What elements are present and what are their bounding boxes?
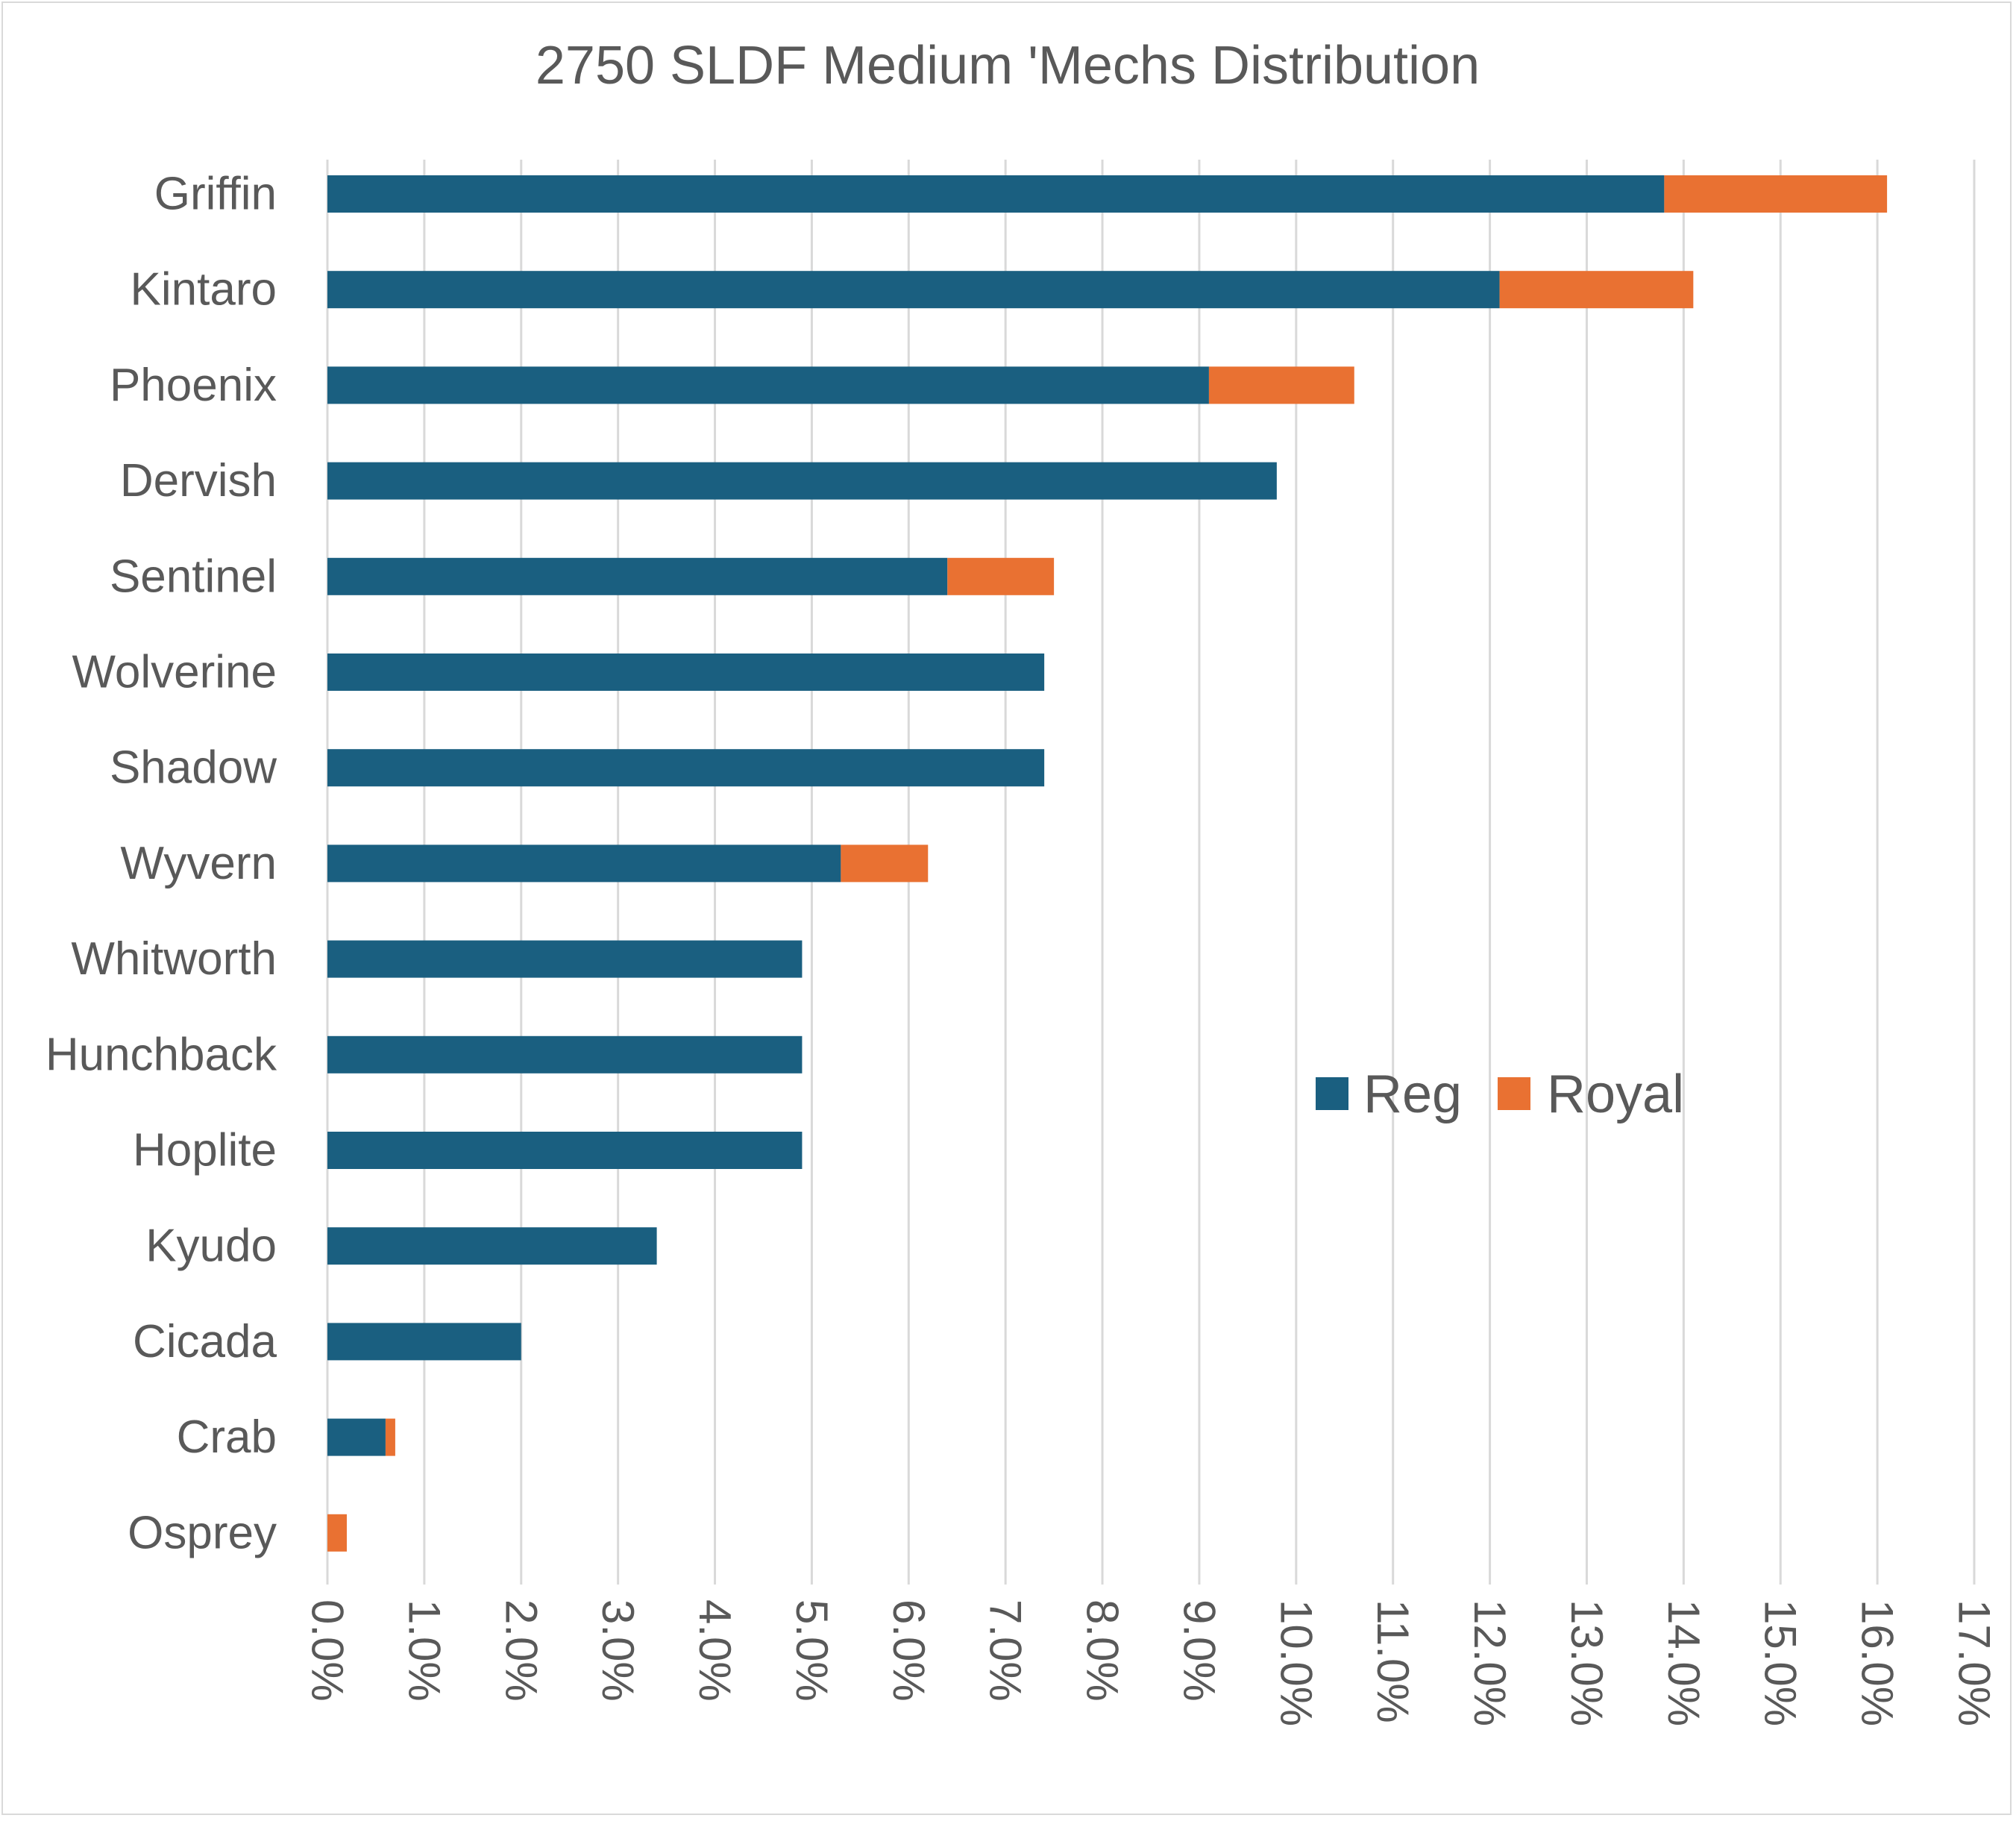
- chart-svg: 2750 SLDF Medium 'Mechs Distribution Gri…: [45, 36, 2000, 1726]
- x-tick-label: 0.0%: [303, 1599, 353, 1702]
- x-tick-label: 2.0%: [496, 1599, 546, 1702]
- bar-royal-griffin: [1664, 175, 1888, 213]
- bar-royal-wyvern: [841, 844, 929, 883]
- bars: [327, 175, 1888, 1552]
- category-label-wyvern: Wyvern: [120, 838, 277, 889]
- x-tick-label: 7.0%: [981, 1599, 1031, 1702]
- bar-reg-phoenix: [327, 366, 1209, 404]
- category-label-osprey: Osprey: [128, 1507, 277, 1558]
- x-tick-label: 6.0%: [884, 1599, 934, 1702]
- category-label-kyudo: Kyudo: [145, 1220, 277, 1272]
- x-tick-label: 15.0%: [1756, 1599, 1806, 1726]
- bar-royal-crab: [385, 1418, 395, 1456]
- bar-royal-sentinel: [947, 557, 1055, 595]
- bar-reg-sentinel: [327, 557, 948, 595]
- x-tick-label: 17.0%: [1950, 1599, 2000, 1726]
- x-tick-label: 4.0%: [690, 1599, 740, 1702]
- bar-reg-dervish: [327, 462, 1277, 500]
- x-tick-label: 16.0%: [1853, 1599, 1903, 1726]
- legend-label-reg: Reg: [1363, 1065, 1462, 1124]
- x-tick-label: 1.0%: [399, 1599, 449, 1702]
- category-label-hoplite: Hoplite: [133, 1125, 277, 1176]
- category-label-crab: Crab: [177, 1411, 277, 1463]
- x-tick-label: 10.0%: [1271, 1599, 1321, 1726]
- x-axis-tick-labels: 0.0% 1.0% 2.0% 3.0% 4.0% 5.0% 6.0% 7.0% 8.0% 9.0%…: [303, 1599, 2000, 1726]
- x-tick-label: 9.0%: [1174, 1599, 1224, 1702]
- category-labels: Griffin Kintaro Phoenix Dervish Sentinel Wolv…: [45, 169, 277, 1559]
- category-label-griffin: Griffin: [154, 169, 277, 220]
- bar-reg-shadow: [327, 749, 1045, 787]
- legend-swatch-royal: [1498, 1077, 1530, 1110]
- bar-reg-cicada: [327, 1323, 521, 1361]
- bar-royal-phoenix: [1208, 366, 1354, 404]
- x-tick-label: 14.0%: [1659, 1599, 1709, 1726]
- bar-reg-kyudo: [327, 1227, 657, 1265]
- category-label-kintaro: Kintaro: [131, 264, 277, 316]
- category-label-phoenix: Phoenix: [110, 360, 277, 411]
- bar-reg-wyvern: [327, 844, 841, 883]
- x-tick-label: 3.0%: [593, 1599, 643, 1702]
- bar-reg-hoplite: [327, 1132, 803, 1169]
- category-label-sentinel: Sentinel: [110, 551, 277, 602]
- x-tick-label: 13.0%: [1562, 1599, 1612, 1726]
- category-label-dervish: Dervish: [120, 455, 277, 507]
- x-tick-label: 8.0%: [1078, 1599, 1128, 1702]
- bar-royal-kintaro: [1499, 271, 1694, 309]
- legend-label-royal: Royal: [1547, 1065, 1684, 1124]
- x-tick-label: 5.0%: [787, 1599, 837, 1702]
- bar-reg-whitworth: [327, 940, 803, 978]
- bar-reg-crab: [327, 1418, 386, 1456]
- legend-swatch-reg: [1316, 1077, 1348, 1110]
- bar-reg-kintaro: [327, 271, 1500, 309]
- category-label-hunchback: Hunchback: [45, 1029, 277, 1080]
- category-label-whitworth: Whitworth: [71, 933, 277, 985]
- bar-reg-griffin: [327, 175, 1665, 213]
- bar-royal-osprey: [327, 1514, 347, 1552]
- x-tick-label: 12.0%: [1465, 1599, 1515, 1726]
- category-label-cicada: Cicada: [133, 1316, 277, 1367]
- bar-reg-wolverine: [327, 654, 1045, 691]
- category-label-wolverine: Wolverine: [72, 647, 277, 698]
- bar-reg-hunchback: [327, 1035, 803, 1074]
- chart-title: 2750 SLDF Medium 'Mechs Distribution: [536, 36, 1480, 95]
- x-tick-label: 11.0%: [1368, 1599, 1418, 1723]
- legend: Reg Royal: [1316, 1065, 1684, 1124]
- category-label-shadow: Shadow: [110, 742, 277, 794]
